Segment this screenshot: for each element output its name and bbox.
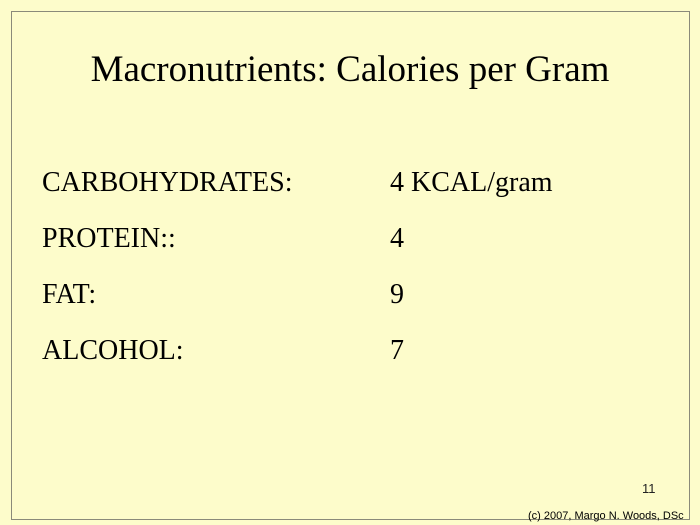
slide-title: Macronutrients: Calories per Gram bbox=[90, 49, 610, 90]
page-number: 11 bbox=[642, 481, 656, 496]
row-label: CARBOHYDRATES: bbox=[42, 167, 293, 198]
row-label: ALCOHOL: bbox=[42, 335, 184, 366]
slide-frame bbox=[11, 11, 690, 520]
row-value: 4 bbox=[390, 223, 404, 254]
row-value: 4 KCAL/gram bbox=[390, 167, 553, 198]
footer: (c) 2007, Margo N. Woods, DSc bbox=[528, 510, 684, 522]
row-value: 7 bbox=[390, 335, 404, 366]
row-label: FAT: bbox=[42, 279, 97, 310]
row-label: PROTEIN:: bbox=[42, 223, 176, 254]
row-value: 9 bbox=[390, 279, 404, 310]
